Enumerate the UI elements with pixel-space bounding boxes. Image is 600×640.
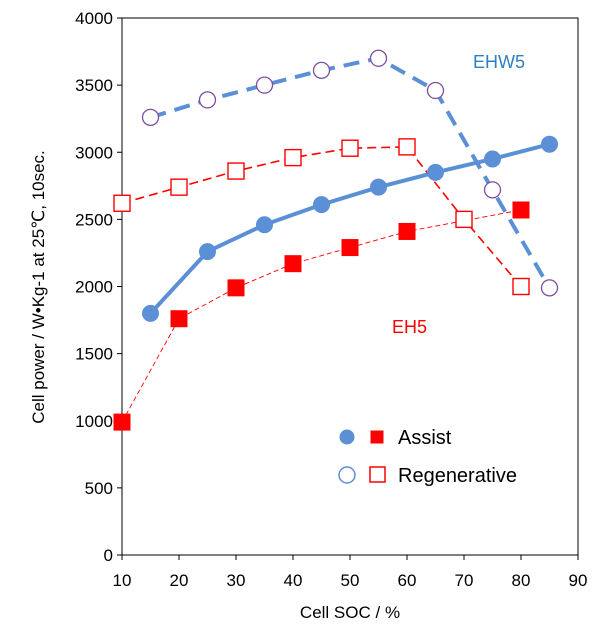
y-tick-label: 3500 xyxy=(75,76,113,95)
x-tick-label: 10 xyxy=(113,571,132,590)
data-point-eh5-regenerative xyxy=(113,194,131,212)
legend-regenerative-label: Regenerative xyxy=(398,465,517,487)
legend-assist-label: Assist xyxy=(398,427,452,449)
x-tick-label: 50 xyxy=(341,571,360,590)
y-tick-label: 3000 xyxy=(75,143,113,162)
y-tick-label: 1000 xyxy=(75,412,113,431)
data-point-eh5-regenerative xyxy=(227,162,245,180)
axes: 0 500 1000 1500 2000 2500 3000 3500 4000 10 20 30 40… xyxy=(75,9,587,590)
x-tick-label: 80 xyxy=(512,571,531,590)
x-axis-title: Cell SOC / % xyxy=(300,603,400,622)
data-point-ehw5-assist xyxy=(370,178,387,196)
data-point-eh5-regenerative xyxy=(455,210,473,229)
series-markers xyxy=(113,49,559,431)
data-point-ehw5-assist xyxy=(484,150,501,168)
data-point-eh5-regenerative xyxy=(170,178,188,196)
x-tick-label: 40 xyxy=(284,571,303,590)
series-line-ehw5-regenerative xyxy=(149,56,552,289)
y-tick-label: 1500 xyxy=(75,345,113,364)
x-tick-label: 70 xyxy=(455,571,474,590)
annotation-ehw5: EHW5 xyxy=(473,52,525,72)
legend: Assist Regenerative xyxy=(338,427,517,487)
data-point-ehw5-regenerative xyxy=(540,279,559,297)
y-tick-label: 0 xyxy=(104,546,113,565)
data-point-ehw5-regenerative xyxy=(255,76,274,94)
y-tick-label: 2000 xyxy=(75,278,113,297)
data-point-ehw5-regenerative xyxy=(141,108,160,126)
series-lines xyxy=(121,56,552,423)
annotation-eh5: EH5 xyxy=(392,317,427,337)
x-tick-label: 30 xyxy=(227,571,246,590)
data-point-ehw5-regenerative xyxy=(483,181,502,199)
series-line-ehw5-assist xyxy=(149,142,551,315)
y-tick-label: 2500 xyxy=(75,210,113,229)
series-line-eh5-regenerative xyxy=(121,146,522,288)
data-point-ehw5-regenerative xyxy=(312,61,331,80)
x-tick-label: 20 xyxy=(170,571,189,590)
data-point-eh5-assist xyxy=(512,201,530,219)
data-point-ehw5-assist xyxy=(199,243,216,261)
data-point-ehw5-assist xyxy=(427,163,444,181)
legend-regenerative-circle-marker xyxy=(338,466,356,484)
data-point-eh5-assist xyxy=(170,310,188,328)
data-point-eh5-regenerative xyxy=(341,139,359,157)
data-point-ehw5-regenerative xyxy=(369,49,388,67)
y-axis-title: Cell power / W•Kg-1 at 25℃, 10sec. xyxy=(29,150,48,424)
data-point-eh5-regenerative xyxy=(512,277,530,296)
data-point-ehw5-assist xyxy=(541,135,558,153)
legend-regenerative-square-marker xyxy=(369,466,386,483)
data-point-eh5-assist xyxy=(398,222,416,240)
data-point-ehw5-regenerative xyxy=(198,91,217,109)
legend-assist-square-marker xyxy=(370,430,384,444)
legend-assist-circle-marker xyxy=(339,429,355,445)
data-point-eh5-assist xyxy=(113,413,131,431)
data-point-ehw5-regenerative xyxy=(426,81,445,100)
x-tick-label: 90 xyxy=(569,571,588,590)
data-point-eh5-assist xyxy=(341,239,359,257)
data-point-ehw5-assist xyxy=(256,216,273,234)
data-point-eh5-assist xyxy=(227,279,245,297)
y-tick-label: 500 xyxy=(85,479,113,498)
data-point-ehw5-assist xyxy=(313,196,330,214)
data-point-eh5-regenerative xyxy=(398,138,416,156)
data-point-eh5-assist xyxy=(284,255,302,273)
x-tick-label: 60 xyxy=(398,571,417,590)
data-point-ehw5-assist xyxy=(142,304,159,322)
y-tick-label: 4000 xyxy=(75,9,113,28)
data-point-eh5-regenerative xyxy=(284,148,302,167)
